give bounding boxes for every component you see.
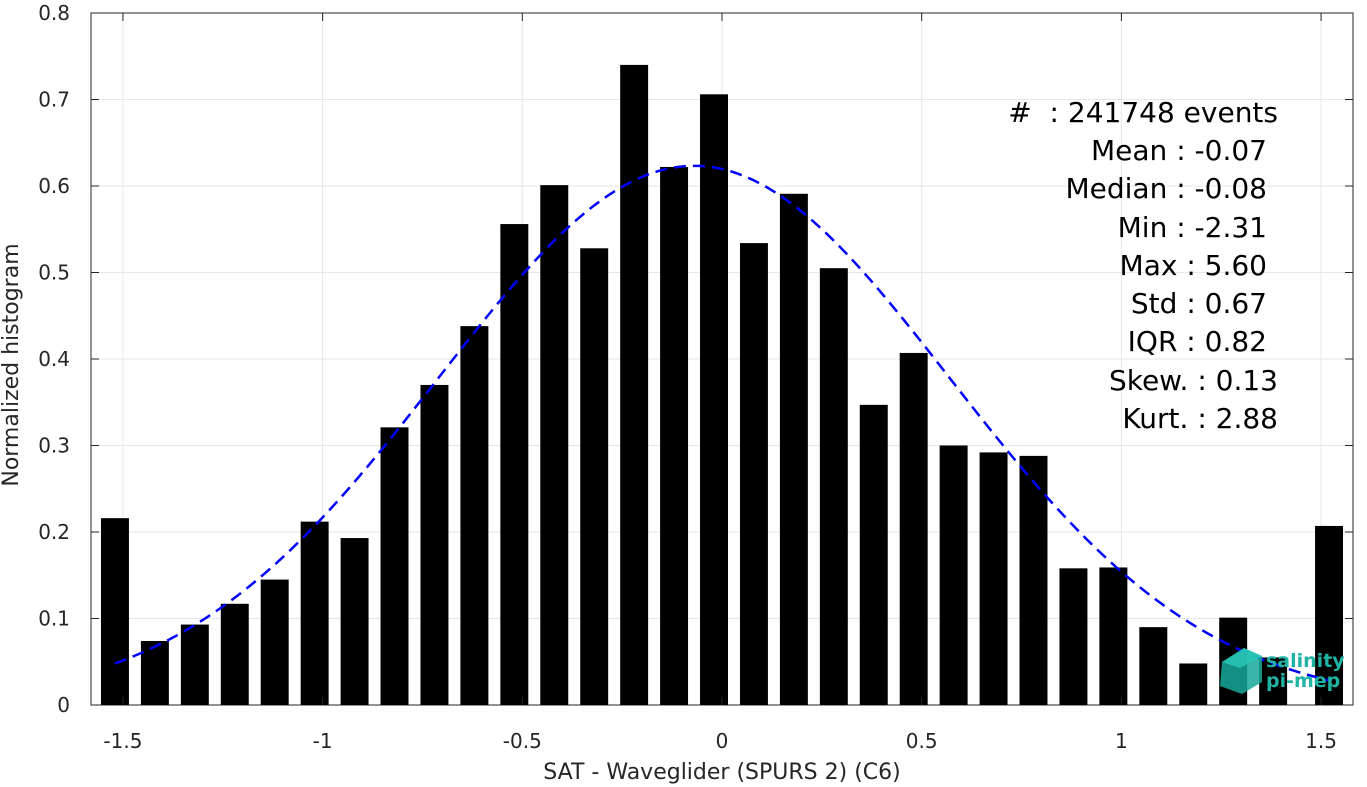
histogram-bar xyxy=(500,224,529,705)
histogram-bar xyxy=(1139,627,1168,705)
y-tick-label: 0.6 xyxy=(38,174,70,198)
histogram-bar xyxy=(300,521,329,705)
histogram-bar xyxy=(620,64,649,705)
y-tick-label: 0 xyxy=(57,693,70,717)
x-axis-ticks: -1.5 -1 -0.5 0 0.5 1 1.5 xyxy=(103,13,1337,753)
normal-fit-curve xyxy=(114,164,1330,682)
y-axis-label: Normalized histogram xyxy=(0,243,24,486)
stat-iqr: IQR : 0.82 xyxy=(1128,325,1267,358)
y-tick-label: 0.3 xyxy=(38,434,70,458)
statistics-panel: # : 241748 events Mean : -0.07 Median : … xyxy=(1008,96,1278,435)
stat-std: Std : 0.67 xyxy=(1131,287,1267,320)
histogram-bar xyxy=(1315,525,1344,705)
y-tick-label: 0.4 xyxy=(38,347,70,371)
x-tick-label: 0.5 xyxy=(906,729,938,753)
logo-cube-face-icon xyxy=(1222,648,1262,668)
histogram-bar xyxy=(1179,663,1208,705)
histogram-bar xyxy=(100,518,129,705)
histogram-bar xyxy=(1099,567,1128,705)
stat-min: Min : -2.31 xyxy=(1118,211,1267,244)
stat-events: # : 241748 events xyxy=(1008,96,1278,129)
stat-max: Max : 5.60 xyxy=(1120,249,1267,282)
logo-text-salinity: salinity xyxy=(1266,650,1345,672)
histogram-bar xyxy=(140,640,169,705)
x-axis-label: SAT - Waveglider (SPURS 2) (C6) xyxy=(543,760,900,785)
salinity-pimep-logo: salinity pi-mep xyxy=(1220,648,1345,694)
histogram-bar xyxy=(700,94,728,705)
histogram-bar xyxy=(420,384,449,705)
histogram-bar xyxy=(899,352,928,705)
y-tick-label: 0.2 xyxy=(38,520,70,544)
histogram-bar xyxy=(1019,455,1048,705)
histogram-bar xyxy=(660,166,689,706)
x-tick-label: 0 xyxy=(716,729,729,753)
y-axis-ticks: 0 0.1 0.2 0.3 0.4 0.5 0.6 0.7 0.8 xyxy=(38,1,1353,717)
x-tick-label: -1 xyxy=(313,729,333,753)
histogram-bar xyxy=(180,624,209,705)
x-tick-label: -0.5 xyxy=(503,729,542,753)
x-tick-label: -1.5 xyxy=(103,729,142,753)
histogram-bar xyxy=(340,538,369,705)
x-tick-label: 1.5 xyxy=(1305,729,1337,753)
histogram-bar xyxy=(260,579,289,705)
histogram-bar xyxy=(779,193,808,705)
stat-median: Median : -0.08 xyxy=(1065,172,1267,205)
histogram-bar xyxy=(1059,568,1088,705)
stat-mean: Mean : -0.07 xyxy=(1091,134,1267,167)
histogram-bar xyxy=(540,185,569,705)
histogram-bars xyxy=(100,64,1344,706)
stat-kurt: Kurt. : 2.88 xyxy=(1122,402,1278,435)
histogram-bar xyxy=(580,248,609,705)
logo-text-pimep: pi-mep xyxy=(1266,670,1340,692)
histogram-bar xyxy=(1259,657,1288,705)
histogram-bar xyxy=(739,243,768,705)
histogram-bar xyxy=(220,603,249,705)
y-tick-label: 0.1 xyxy=(38,607,70,631)
x-tick-label: 1 xyxy=(1115,729,1128,753)
histogram-bar xyxy=(859,404,888,705)
histogram-bar xyxy=(819,268,848,705)
y-tick-label: 0.8 xyxy=(38,1,70,25)
histogram-bar xyxy=(460,326,489,705)
histogram-bar xyxy=(979,452,1008,705)
histogram-bar xyxy=(939,445,968,705)
y-tick-label: 0.5 xyxy=(38,261,70,285)
stat-skew: Skew. : 0.13 xyxy=(1109,364,1278,397)
histogram-bar xyxy=(380,427,409,705)
y-tick-label: 0.7 xyxy=(38,88,70,112)
